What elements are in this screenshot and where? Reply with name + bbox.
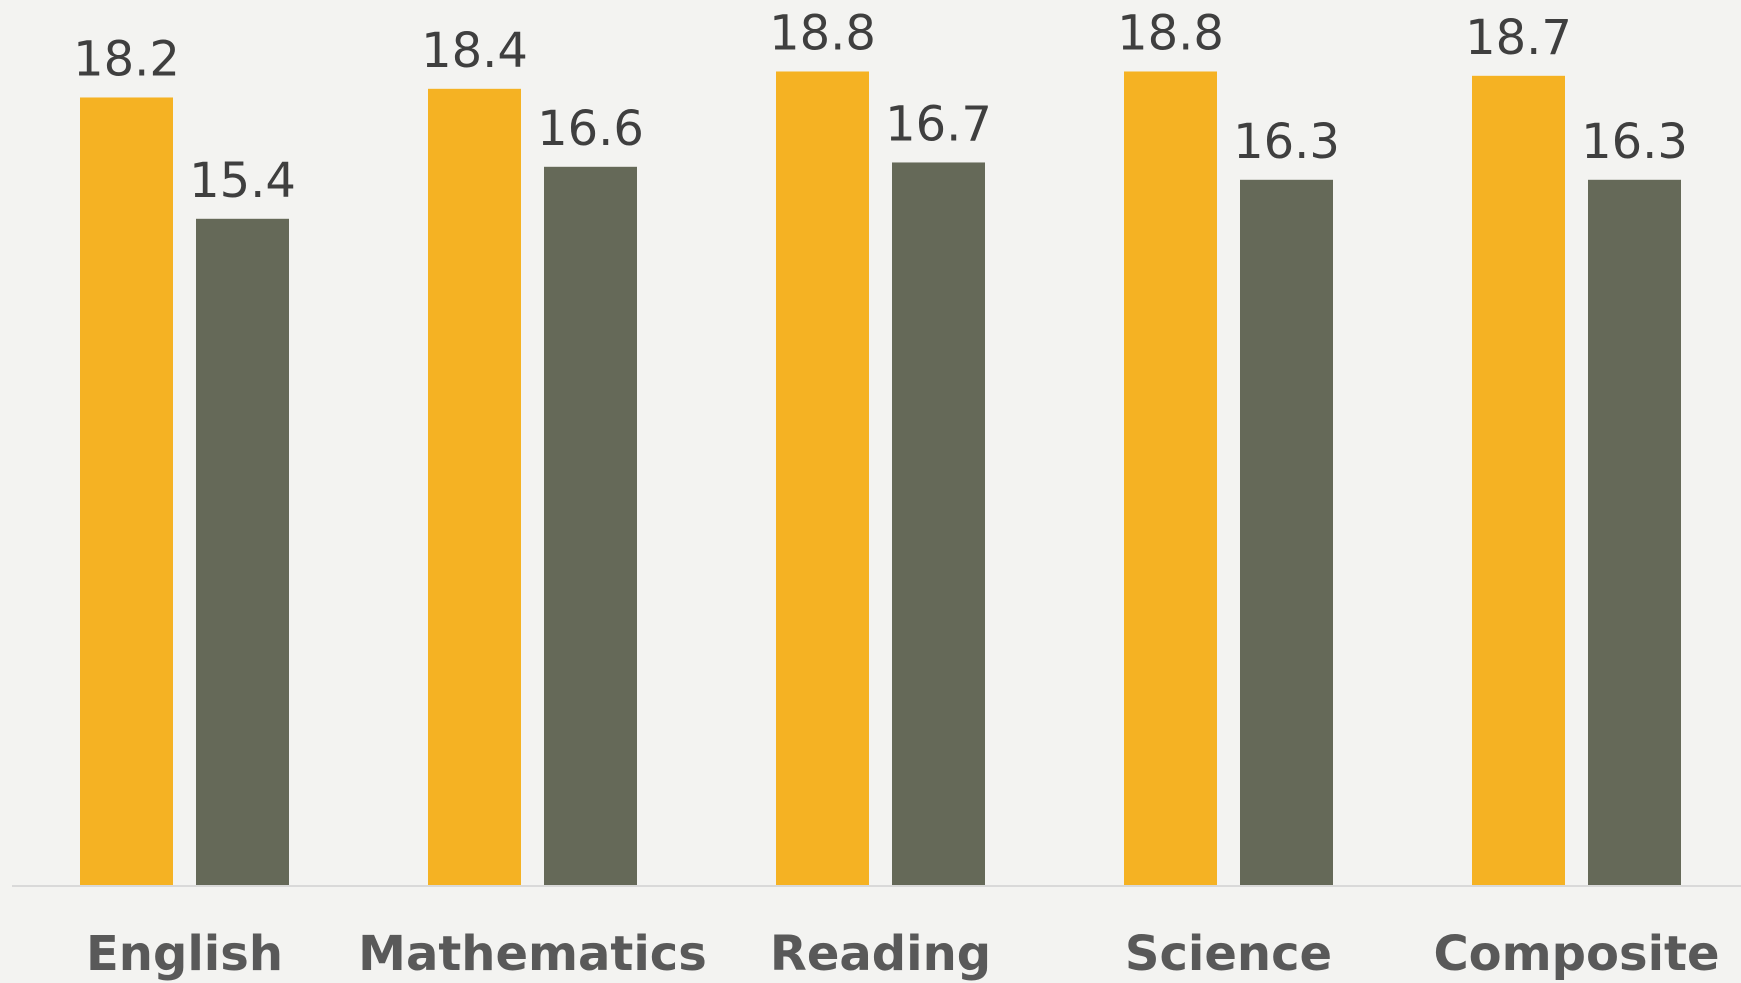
- bar-mathematics-series-2: [544, 166, 637, 887]
- data-label-reading-series-1: 18.8: [769, 5, 876, 61]
- category-label-mathematics: Mathematics: [358, 926, 707, 982]
- bar-mathematics-series-1: [428, 88, 521, 886]
- bar-reading-series-1: [776, 71, 869, 886]
- category-label-reading: Reading: [770, 926, 991, 982]
- bars-group: [80, 71, 1681, 887]
- data-label-composite-series-2: 16.3: [1581, 114, 1688, 170]
- bar-english-series-2: [196, 218, 289, 886]
- data-label-reading-series-2: 16.7: [885, 96, 992, 152]
- value-labels-group: 18.215.418.416.618.816.718.816.318.716.3: [73, 5, 1688, 208]
- category-label-english: English: [86, 926, 283, 982]
- data-label-science-series-2: 16.3: [1233, 114, 1340, 170]
- data-label-mathematics-series-1: 18.4: [421, 23, 528, 79]
- category-label-composite: Composite: [1433, 926, 1719, 982]
- bar-composite-series-1: [1472, 75, 1565, 886]
- data-label-english-series-2: 15.4: [189, 153, 296, 209]
- category-labels-group: English Mathematics Reading Science Composit…: [86, 926, 1720, 982]
- bar-composite-series-2: [1588, 179, 1681, 887]
- data-label-mathematics-series-2: 16.6: [537, 101, 644, 157]
- data-label-science-series-1: 18.8: [1117, 5, 1224, 61]
- data-label-english-series-1: 18.2: [73, 31, 180, 87]
- bar-english-series-1: [80, 97, 173, 886]
- category-label-science: Science: [1125, 926, 1332, 982]
- bar-science-series-1: [1124, 71, 1217, 886]
- data-label-composite-series-1: 18.7: [1465, 10, 1572, 66]
- bar-reading-series-2: [892, 162, 985, 887]
- bar-science-series-2: [1240, 179, 1333, 887]
